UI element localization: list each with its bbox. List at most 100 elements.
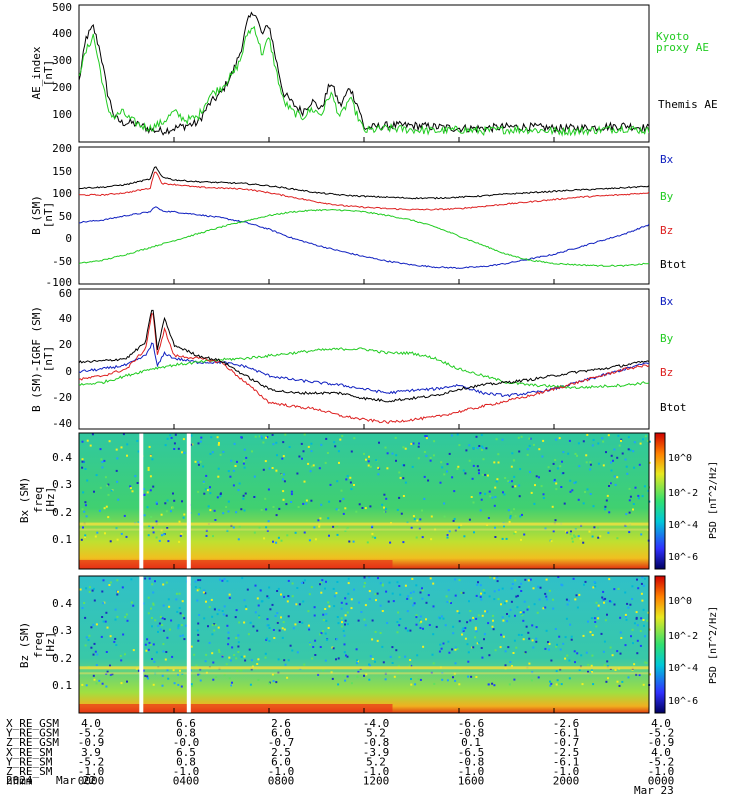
spectrogram-pixel: [305, 499, 308, 502]
spectrogram-pixel: [397, 611, 400, 614]
spectrogram-pixel: [245, 456, 248, 459]
spectrogram-pixel: [529, 437, 532, 440]
spectrogram-pixel: [599, 535, 602, 538]
spectrogram-pixel: [502, 619, 505, 622]
spectrogram-pixel: [209, 452, 212, 455]
spectrogram-pixel: [636, 652, 639, 655]
spectrogram-pixel: [313, 614, 316, 617]
spectrogram-pixel: [607, 434, 610, 437]
spectrogram-pixel: [525, 625, 528, 628]
ephemeris-value: 4.0: [81, 717, 101, 730]
spectrogram-pixel: [101, 616, 104, 618]
spectrogram-pixel: [226, 624, 229, 627]
legend-by: By: [660, 190, 674, 203]
spectrogram-pixel: [632, 508, 634, 511]
spectrogram-pixel: [151, 658, 153, 660]
spectrogram-pixel: [638, 463, 641, 466]
spectrogram-pixel: [218, 649, 220, 652]
spectrogram-pixel: [364, 507, 367, 510]
spectrogram-pixel: [352, 540, 355, 543]
spectrogram-pixel: [272, 540, 274, 543]
spectrogram-pixel: [209, 486, 211, 489]
spectrogram-pixel: [384, 446, 387, 449]
spectrogram-pixel: [396, 581, 399, 584]
spectrogram-pixel: [345, 602, 348, 605]
spectrogram-pixel: [198, 614, 201, 616]
spectrogram-pixel: [196, 589, 199, 592]
spectrogram-pixel: [256, 597, 259, 600]
spectrogram-pixel: [356, 662, 358, 665]
spectrogram-pixel: [273, 673, 276, 676]
spectrogram-pixel: [345, 654, 347, 657]
spectrogram-pixel: [495, 480, 498, 483]
spectrogram-pixel: [582, 634, 585, 637]
spectrogram-pixel: [439, 617, 442, 620]
spectrogram-pixel: [197, 490, 200, 493]
spectrogram-pixel: [297, 506, 300, 508]
spectrogram-pixel: [223, 578, 226, 580]
spectrogram-pixel: [211, 624, 214, 627]
spectrogram-pixel: [535, 475, 538, 478]
spectrogram-pixel: [635, 616, 638, 619]
series-line-bz: [79, 171, 649, 211]
spectrogram-pixel: [523, 600, 526, 603]
spectrogram-pixel: [446, 679, 449, 682]
spectrogram-pixel: [363, 618, 366, 621]
spectrogram-pixel: [589, 493, 592, 495]
spectrogram-pixel: [425, 454, 428, 457]
spectrogram-pixel: [410, 526, 413, 529]
spectrogram-pixel: [172, 669, 175, 672]
ephemeris-value: -5.2: [78, 755, 105, 768]
spectrogram-pixel: [529, 578, 532, 581]
spectrogram-pixel: [237, 634, 240, 637]
spectrogram-pixel: [98, 679, 101, 682]
spectrogram-pixel: [469, 619, 472, 622]
spectrogram-pixel: [627, 606, 630, 609]
spectrogram-pixel: [155, 520, 158, 523]
spectrogram-pixel: [204, 660, 207, 663]
spectrogram-pixel: [553, 480, 556, 482]
spectrogram-pixel: [267, 597, 270, 599]
spectrogram-pixel: [410, 597, 413, 600]
spectrogram-pixel: [302, 581, 305, 584]
spectrogram-pixel: [532, 587, 535, 590]
spectrogram-pixel: [544, 647, 547, 650]
spectrogram-pixel: [397, 665, 400, 667]
spectrogram-pixel: [166, 527, 169, 529]
spectrogram-pixel: [468, 518, 471, 521]
spectrogram-pixel: [205, 534, 208, 537]
spectrogram-pixel: [646, 439, 649, 442]
spectrogram-pixel: [555, 645, 558, 648]
spectrogram-pixel: [145, 649, 148, 652]
spectrogram-pixel: [620, 439, 622, 442]
spectrogram-pixel: [203, 589, 206, 592]
ytick: 400: [52, 27, 72, 40]
spectrogram-pixel: [520, 634, 523, 636]
legend-bx: Bx: [660, 295, 674, 308]
spectrogram-pixel: [207, 505, 210, 508]
spectrogram-pixel: [318, 467, 321, 470]
spectrogram-pixel: [137, 669, 140, 672]
spectrogram-pixel: [151, 583, 154, 586]
spectrogram-pixel: [481, 445, 484, 448]
spectrogram-pixel: [301, 582, 303, 584]
spectrogram-pixel: [591, 654, 594, 657]
spectrogram-pixel: [162, 629, 165, 632]
spectrogram-pixel: [202, 591, 205, 594]
spectrogram-pixel: [606, 613, 608, 616]
cbar-tick: 10^0: [668, 453, 692, 464]
spectrogram-pixel: [589, 631, 592, 634]
spectrogram-pixel: [609, 482, 612, 485]
spectrogram-pixel: [168, 605, 171, 608]
b-igrf-panel: 60 40 20 0 -20 -40 B (SM)-IGRF (SM) [nT]…: [30, 287, 687, 430]
spectrogram-pixel: [576, 606, 579, 609]
spectrogram-pixel: [481, 614, 484, 617]
spectrogram-pixel: [103, 459, 106, 462]
spectrogram-pixel: [163, 533, 166, 536]
spectrogram-pixel: [387, 600, 390, 603]
spectrogram-pixel: [164, 502, 167, 505]
spectrogram-pixel: [417, 678, 420, 680]
spectrogram-pixel: [462, 630, 465, 632]
ephemeris-value: 6.5: [176, 746, 196, 759]
spectrogram-pixel: [473, 531, 475, 534]
